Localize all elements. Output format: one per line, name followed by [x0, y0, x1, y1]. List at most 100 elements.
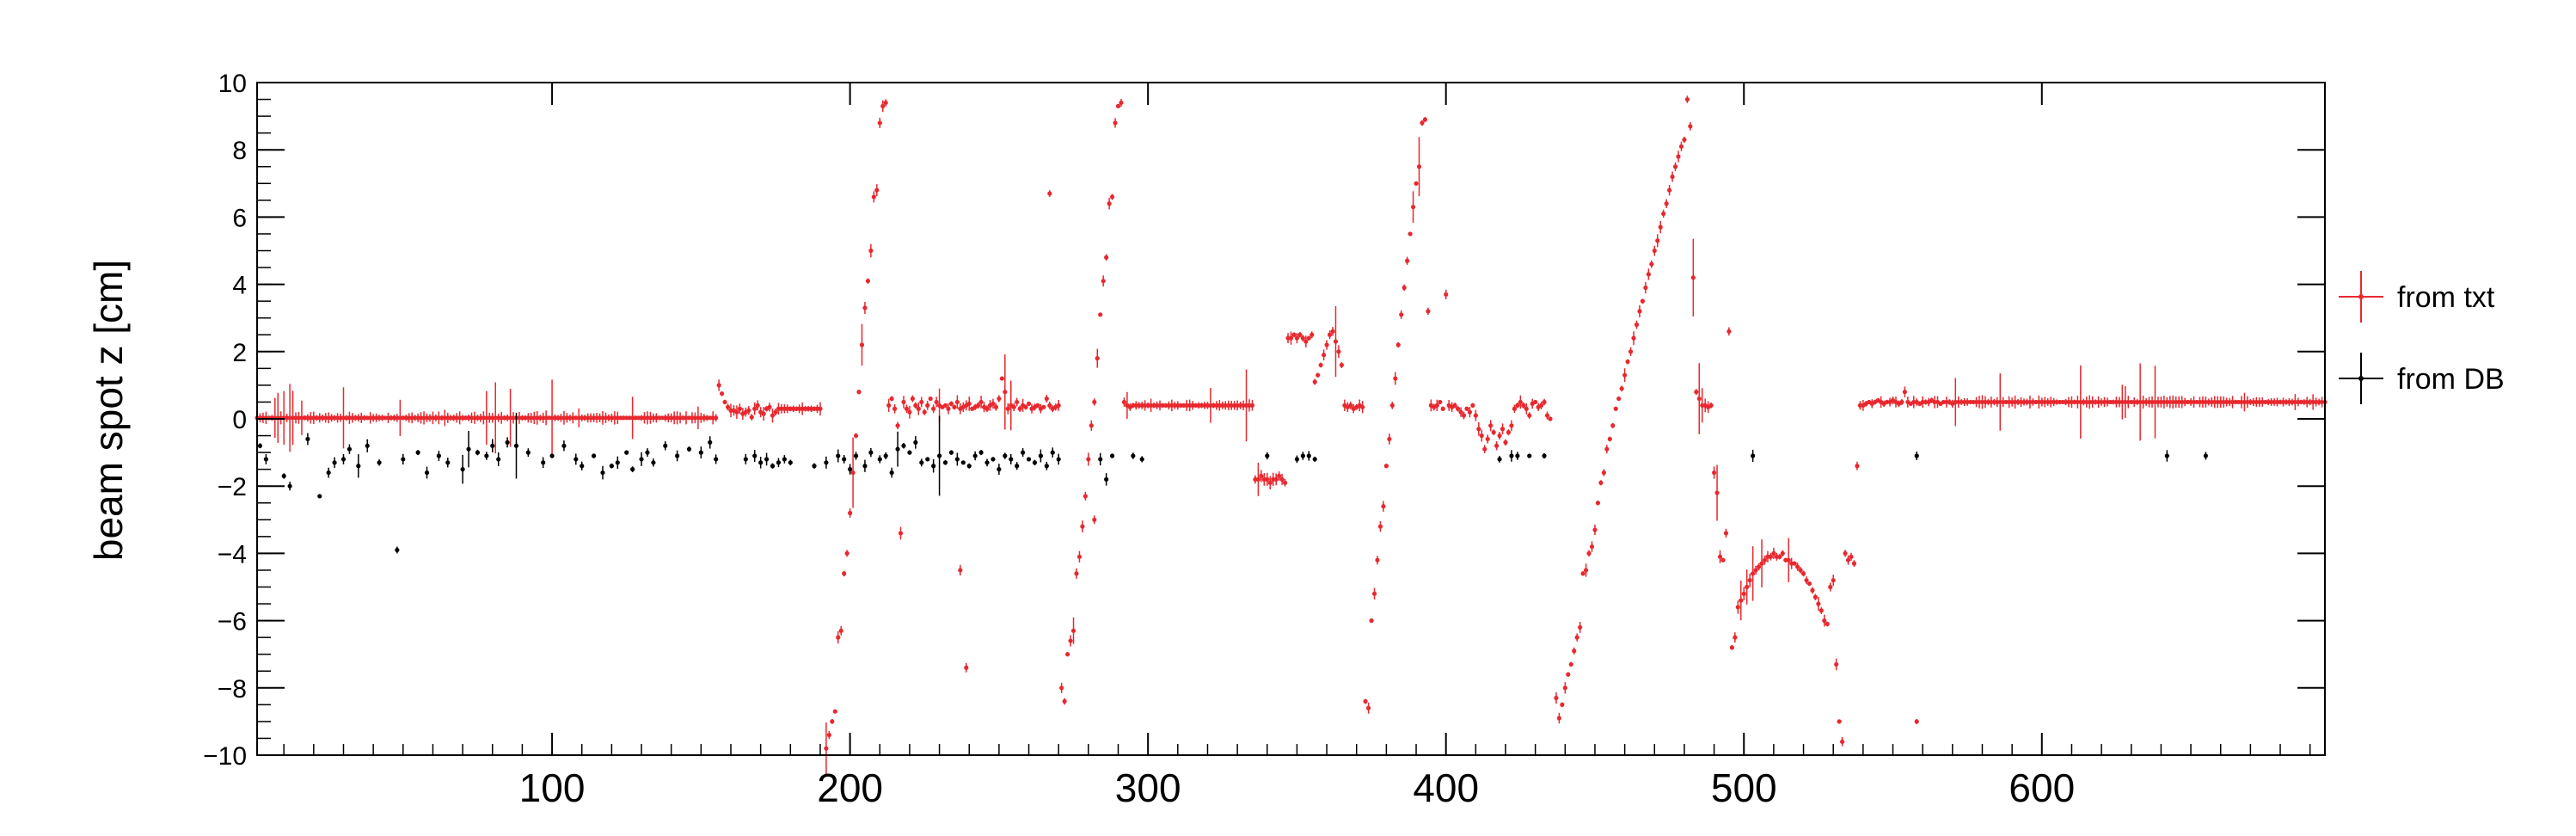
db-point: [1104, 473, 1109, 486]
txt-point: [904, 404, 910, 414]
txt-point-marker: [1399, 312, 1404, 317]
db-point-marker: [1751, 453, 1756, 458]
txt-point: [1604, 445, 1610, 454]
txt-point-marker: [1625, 359, 1630, 365]
txt-point: [1851, 560, 1857, 568]
txt-point-marker: [1578, 624, 1583, 630]
txt-point-marker: [1074, 571, 1079, 576]
db-point-marker: [1021, 450, 1026, 455]
txt-point: [1777, 554, 1782, 560]
txt-point-marker: [1688, 124, 1693, 129]
db-point-marker: [848, 467, 853, 472]
txt-point-marker: [853, 433, 859, 439]
db-point-marker: [853, 453, 859, 458]
txt-point: [1104, 254, 1109, 261]
txt-point: [773, 409, 778, 416]
db-point-marker: [1109, 453, 1115, 458]
txt-point-marker: [1723, 531, 1729, 536]
txt-point: [1476, 421, 1481, 436]
txt-point: [919, 396, 924, 408]
txt-point: [997, 395, 1002, 403]
db-point-marker: [663, 443, 668, 448]
txt-point-marker: [1521, 403, 1526, 408]
txt-point-marker: [1804, 578, 1809, 583]
txt-point-marker: [1416, 164, 1422, 169]
txt-point: [1119, 98, 1124, 107]
txt-point-marker: [1452, 403, 1457, 408]
db-point: [365, 439, 370, 452]
txt-point: [1041, 404, 1046, 409]
txt-point: [993, 403, 999, 411]
txt-point: [1631, 331, 1636, 346]
db-point-marker: [708, 440, 713, 445]
txt-point: [770, 408, 776, 423]
txt-point: [714, 414, 719, 422]
txt-point-marker: [1309, 332, 1315, 337]
txt-point: [1083, 491, 1088, 501]
txt-point-marker: [1339, 362, 1345, 368]
txt-point-marker: [1583, 568, 1589, 573]
txt-point-marker: [1622, 372, 1628, 378]
db-point: [1056, 453, 1061, 465]
txt-point-marker: [1649, 261, 1654, 267]
txt-point: [1723, 528, 1729, 538]
txt-point: [1819, 606, 1824, 614]
db-point-marker: [782, 457, 787, 462]
txt-point: [895, 421, 900, 430]
txt-point: [1515, 403, 1520, 409]
txt-point-marker: [1047, 403, 1052, 408]
txt-point-marker: [1506, 430, 1512, 435]
txt-point-marker: [1684, 96, 1690, 102]
txt-point: [1828, 582, 1833, 592]
txt-point: [1389, 402, 1395, 409]
txt-point: [1762, 555, 1768, 565]
db-point-marker: [287, 483, 292, 489]
txt-point-marker: [925, 403, 930, 408]
txt-point-marker: [1616, 396, 1622, 402]
txt-point: [1816, 597, 1821, 612]
txt-point-marker: [1461, 413, 1467, 418]
db-point: [1542, 452, 1547, 459]
txt-point-marker: [1694, 390, 1699, 395]
txt-point-marker: [1720, 557, 1726, 562]
db-point: [513, 413, 519, 479]
txt-point-marker: [859, 342, 865, 347]
txt-point-marker: [1899, 399, 1904, 405]
txt-point-marker: [1753, 568, 1758, 573]
txt-point: [1068, 635, 1073, 647]
txt-point: [832, 709, 837, 714]
txt-point-marker: [1089, 423, 1094, 428]
txt-point: [1607, 436, 1612, 442]
db-point-marker: [1300, 453, 1305, 458]
db-point: [782, 455, 787, 464]
db-point-marker: [907, 450, 912, 455]
db-point-marker: [1098, 457, 1103, 462]
txt-point-marker: [1560, 702, 1565, 707]
txt-point: [1011, 403, 1016, 412]
txt-point-marker: [1282, 480, 1288, 485]
db-point-marker: [752, 453, 757, 458]
db-point: [743, 453, 748, 464]
txt-point: [1369, 618, 1374, 624]
db-point: [842, 455, 847, 464]
txt-point-marker: [934, 399, 939, 405]
txt-point-marker: [1806, 581, 1812, 587]
db-point-marker: [549, 453, 555, 458]
txt-point-marker: [1494, 443, 1500, 448]
txt-point: [1291, 332, 1297, 338]
txt-point-marker: [1672, 164, 1678, 169]
txt-point-marker: [1414, 181, 1419, 186]
db-point-marker: [1497, 457, 1502, 462]
txt-point-marker: [1434, 403, 1439, 408]
txt-point: [1503, 439, 1508, 446]
txt-point: [1333, 305, 1339, 378]
legend: from txt from DB: [2339, 271, 2505, 404]
db-point: [305, 433, 310, 446]
db-point-marker: [615, 460, 620, 465]
txt-point: [1461, 411, 1467, 420]
txt-point: [1115, 103, 1121, 108]
txt-point: [898, 526, 904, 540]
db-point: [1527, 453, 1532, 458]
db-point-marker: [356, 464, 361, 469]
txt-point-marker: [1834, 661, 1839, 667]
